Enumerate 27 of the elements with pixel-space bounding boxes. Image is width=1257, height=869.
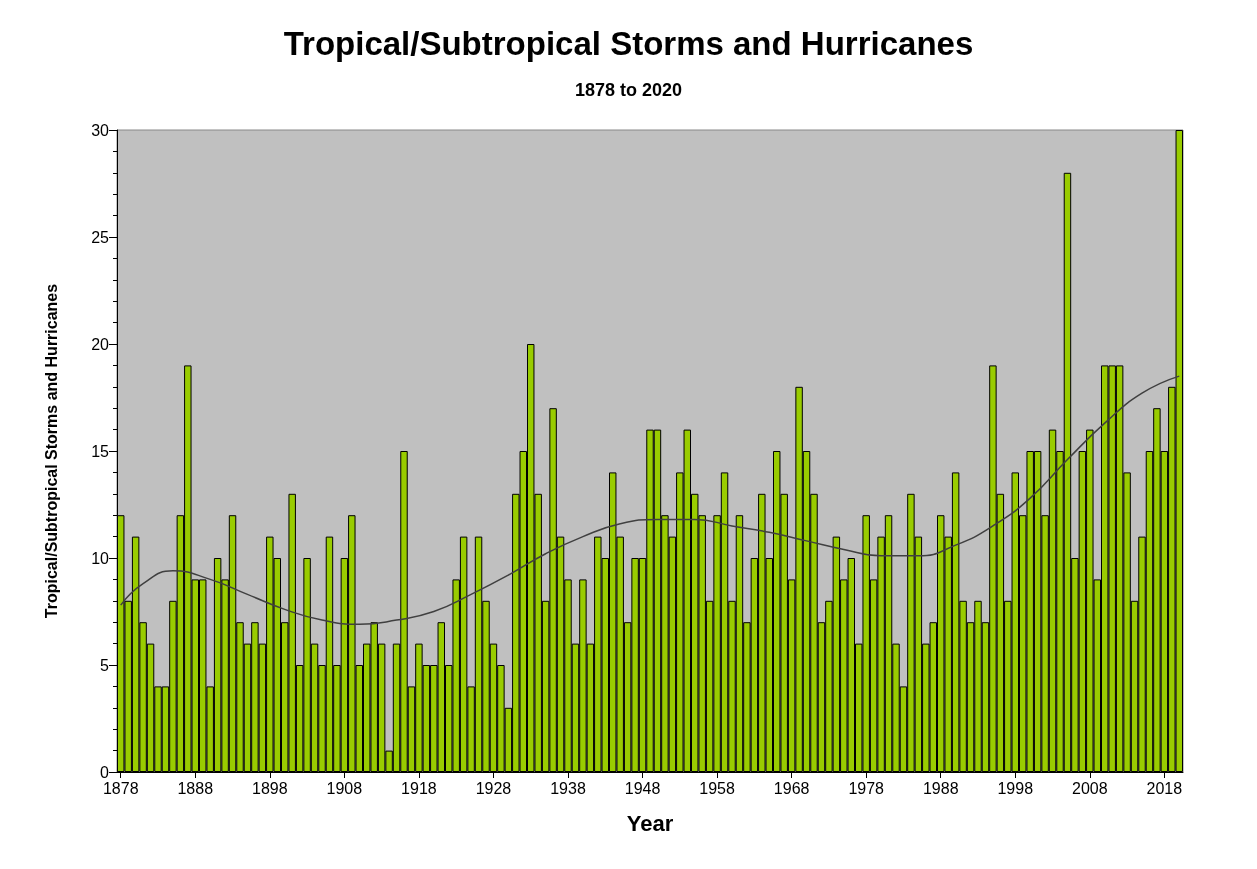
x-tick-label: 1938 bbox=[550, 779, 586, 797]
x-tick-label: 1988 bbox=[922, 779, 959, 797]
x-tick-label: 1998 bbox=[997, 779, 1034, 797]
y-tick-label: 25 bbox=[91, 228, 110, 246]
x-tick-label: 1908 bbox=[326, 779, 363, 797]
y-tick-label: 10 bbox=[91, 549, 110, 567]
x-tick-label: 2008 bbox=[1072, 779, 1108, 797]
x-tick-label: 2018 bbox=[1146, 779, 1183, 797]
x-tick-label: 1978 bbox=[848, 779, 885, 797]
y-tick-label: 20 bbox=[91, 335, 110, 353]
x-tick-label: 1968 bbox=[773, 779, 810, 797]
y-tick-label: 5 bbox=[100, 656, 110, 674]
y-tick-label: 30 bbox=[91, 121, 110, 139]
x-tick-label: 1888 bbox=[177, 779, 214, 797]
x-tick-label: 1928 bbox=[475, 779, 512, 797]
y-tick-label: 0 bbox=[100, 763, 110, 781]
x-tick-label: 1918 bbox=[401, 779, 437, 797]
line-series bbox=[119, 375, 1181, 626]
x-tick-label: 1898 bbox=[252, 779, 288, 797]
y-tick-label: 15 bbox=[91, 442, 110, 460]
y-axis-title: Tropical/Subtropical Storms and Hurricanes bbox=[42, 283, 60, 619]
chart-subtitle: 1878 to 2020 bbox=[574, 80, 683, 100]
x-tick-label: 1958 bbox=[699, 779, 735, 797]
x-tick-label: 1948 bbox=[624, 779, 661, 797]
x-axis-title: Year bbox=[626, 810, 674, 836]
chart-title: Tropical/Subtropical Storms and Hurricanes bbox=[283, 25, 974, 62]
x-tick-label: 1878 bbox=[102, 779, 139, 797]
